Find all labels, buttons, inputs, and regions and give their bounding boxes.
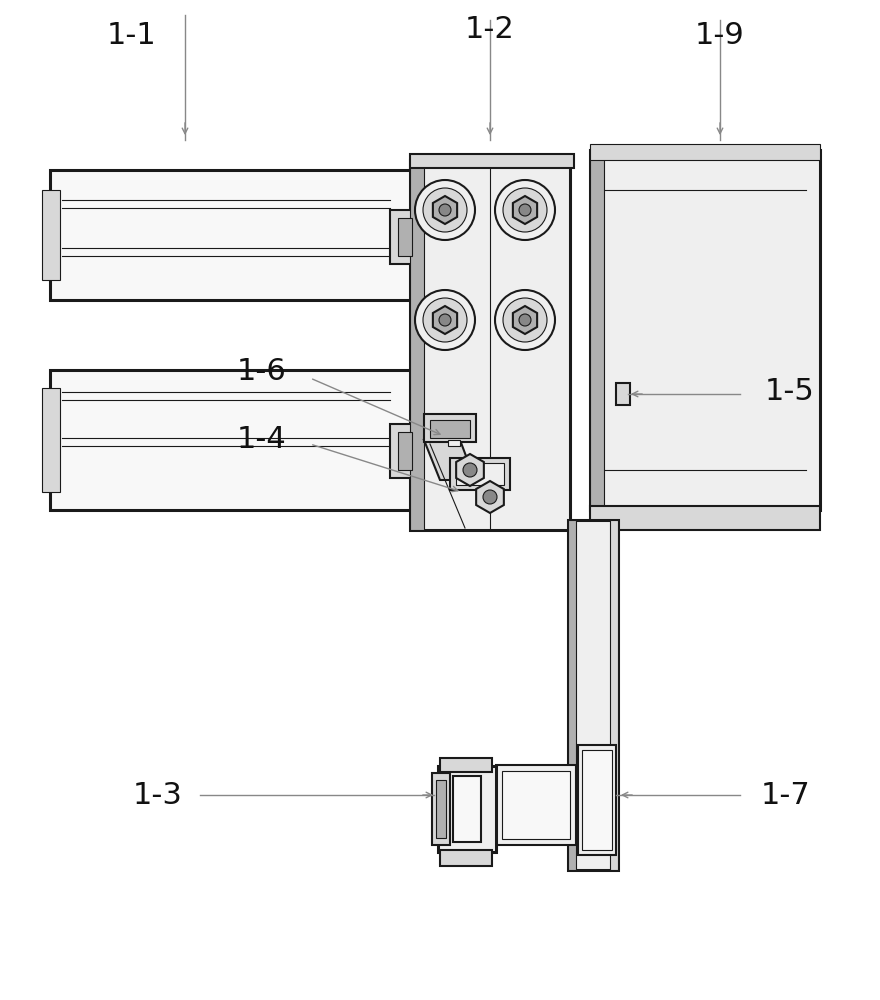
Text: 1-3: 1-3 xyxy=(133,780,183,810)
Bar xyxy=(410,160,424,530)
Bar xyxy=(578,745,616,855)
Bar xyxy=(424,414,476,442)
Bar xyxy=(432,773,450,845)
Text: 1-4: 1-4 xyxy=(237,426,287,454)
Circle shape xyxy=(519,204,531,216)
Bar xyxy=(448,440,460,446)
Bar xyxy=(410,160,570,530)
Bar xyxy=(496,765,576,845)
Bar xyxy=(582,750,612,850)
Circle shape xyxy=(423,298,467,342)
Bar xyxy=(590,150,820,510)
Bar xyxy=(568,520,618,870)
Bar xyxy=(398,432,412,470)
Bar xyxy=(390,210,418,264)
Bar xyxy=(438,766,496,852)
Polygon shape xyxy=(513,306,537,334)
Bar xyxy=(590,144,820,160)
Polygon shape xyxy=(433,196,457,224)
Circle shape xyxy=(495,290,555,350)
Circle shape xyxy=(415,290,475,350)
Bar xyxy=(450,458,510,490)
Text: 1-2: 1-2 xyxy=(466,15,515,44)
Circle shape xyxy=(519,314,531,326)
Bar xyxy=(502,771,570,839)
Bar xyxy=(410,154,574,168)
Circle shape xyxy=(415,180,475,240)
Polygon shape xyxy=(476,481,504,513)
Bar xyxy=(590,150,604,510)
Bar xyxy=(398,218,412,256)
Text: 1-7: 1-7 xyxy=(761,780,810,810)
Polygon shape xyxy=(433,306,457,334)
Text: 1-5: 1-5 xyxy=(765,377,815,406)
Bar xyxy=(456,463,504,485)
Circle shape xyxy=(439,314,451,326)
Circle shape xyxy=(503,298,547,342)
Bar xyxy=(440,758,492,772)
Bar xyxy=(436,780,446,838)
Bar xyxy=(42,190,60,280)
Bar xyxy=(50,370,420,510)
Bar xyxy=(610,520,618,870)
Bar xyxy=(430,420,470,438)
Polygon shape xyxy=(513,196,537,224)
Circle shape xyxy=(439,204,451,216)
Bar xyxy=(50,170,420,300)
Polygon shape xyxy=(456,454,484,486)
Text: 1-9: 1-9 xyxy=(695,20,744,49)
Bar xyxy=(453,776,481,842)
Text: 1-6: 1-6 xyxy=(237,358,287,386)
Polygon shape xyxy=(424,440,475,480)
Bar xyxy=(590,506,820,530)
Bar xyxy=(440,850,492,866)
Bar xyxy=(568,520,576,870)
Bar xyxy=(390,424,418,478)
Circle shape xyxy=(463,463,477,477)
Circle shape xyxy=(503,188,547,232)
Circle shape xyxy=(423,188,467,232)
Circle shape xyxy=(495,180,555,240)
Circle shape xyxy=(483,490,497,504)
Bar xyxy=(616,383,630,405)
Text: 1-1: 1-1 xyxy=(107,20,157,49)
Bar xyxy=(42,388,60,492)
